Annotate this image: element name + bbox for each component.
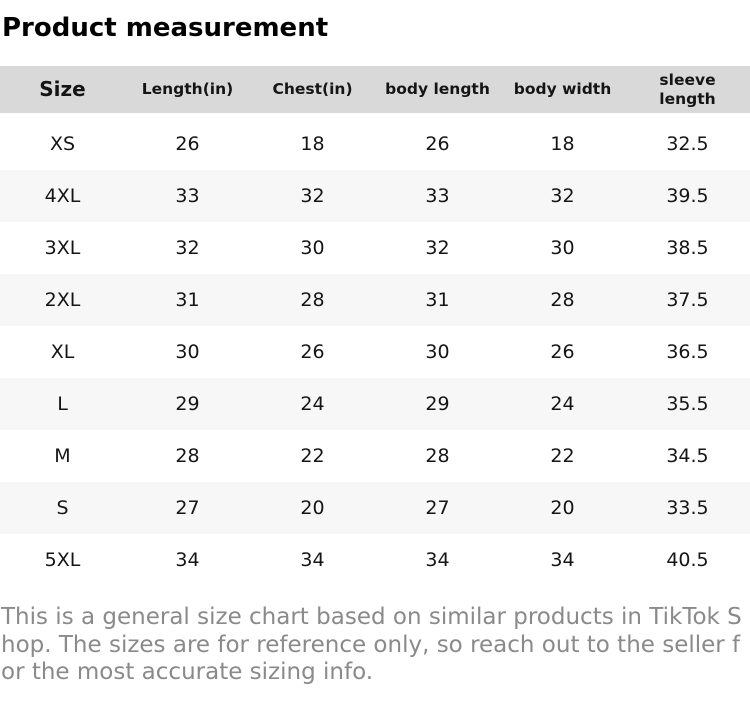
size-cell: 2XL xyxy=(44,289,81,311)
table-row: 3XL 32 30 32 30 38.5 xyxy=(0,222,750,274)
column-header-body-width: body width xyxy=(513,80,612,98)
measurement-cell: 31 xyxy=(175,289,200,311)
measurement-cell: 36.5 xyxy=(666,341,709,363)
measurement-cell: 32.5 xyxy=(666,133,709,155)
column-header-sleeve-length: sleeve length xyxy=(625,71,750,109)
measurement-cell: 24 xyxy=(300,393,325,415)
table-row: XS 26 18 26 18 32.5 xyxy=(0,118,750,170)
measurement-cell: 33 xyxy=(175,185,200,207)
measurement-cell: 32 xyxy=(425,237,450,259)
measurement-cell: 26 xyxy=(550,341,575,363)
measurement-cell: 28 xyxy=(550,289,575,311)
measurement-cell: 28 xyxy=(425,445,450,467)
measurement-cell: 38.5 xyxy=(666,237,709,259)
measurement-cell: 18 xyxy=(300,133,325,155)
measurement-cell: 34 xyxy=(300,549,325,571)
measurement-cell: 34 xyxy=(550,549,575,571)
measurement-cell: 29 xyxy=(175,393,200,415)
measurement-cell: 30 xyxy=(550,237,575,259)
measurement-cell: 35.5 xyxy=(666,393,709,415)
table-row: M 28 22 28 22 34.5 xyxy=(0,430,750,482)
measurement-cell: 33.5 xyxy=(666,497,709,519)
measurement-cell: 34 xyxy=(425,549,450,571)
measurement-cell: 32 xyxy=(300,185,325,207)
measurement-cell: 31 xyxy=(425,289,450,311)
measurement-cell: 28 xyxy=(300,289,325,311)
size-table: Size Length(in) Chest(in) body length bo… xyxy=(0,66,750,586)
measurement-cell: 20 xyxy=(300,497,325,519)
size-cell: XL xyxy=(50,341,75,363)
measurement-cell: 33 xyxy=(425,185,450,207)
measurement-cell: 27 xyxy=(175,497,200,519)
table-row: L 29 24 29 24 35.5 xyxy=(0,378,750,430)
measurement-cell: 28 xyxy=(175,445,200,467)
measurement-cell: 18 xyxy=(550,133,575,155)
measurement-cell: 26 xyxy=(300,341,325,363)
table-row: 4XL 33 32 33 32 39.5 xyxy=(0,170,750,222)
measurement-cell: 34 xyxy=(175,549,200,571)
measurement-cell: 30 xyxy=(425,341,450,363)
table-row: XL 30 26 30 26 36.5 xyxy=(0,326,750,378)
measurement-cell: 26 xyxy=(175,133,200,155)
size-chart-panel: Product measurement Size Length(in) Ches… xyxy=(0,13,750,685)
measurement-cell: 29 xyxy=(425,393,450,415)
measurement-cell: 24 xyxy=(550,393,575,415)
measurement-cell: 20 xyxy=(550,497,575,519)
measurement-cell: 39.5 xyxy=(666,185,709,207)
column-header-size: Size xyxy=(39,77,86,101)
table-header-row: Size Length(in) Chest(in) body length bo… xyxy=(0,66,750,118)
table-body: XS 26 18 26 18 32.5 4XL 33 32 33 32 39.5 3XL 32 30 32 30… xyxy=(0,118,750,586)
size-cell: L xyxy=(57,393,68,415)
size-cell: 3XL xyxy=(44,237,81,259)
measurement-cell: 40.5 xyxy=(666,549,709,571)
size-cell: 5XL xyxy=(44,549,81,571)
measurement-cell: 37.5 xyxy=(666,289,709,311)
column-header-length-in: Length(in) xyxy=(141,80,234,98)
size-cell: XS xyxy=(49,133,76,155)
measurement-cell: 32 xyxy=(550,185,575,207)
column-header-chest-in: Chest(in) xyxy=(272,80,353,98)
size-cell: M xyxy=(54,445,71,467)
size-cell: S xyxy=(56,497,69,519)
page-title: Product measurement xyxy=(2,13,329,43)
table-row: S 27 20 27 20 33.5 xyxy=(0,482,750,534)
sleeve-length-label: sleeve length xyxy=(659,70,716,108)
column-header-body-length: body length xyxy=(385,80,490,98)
measurement-cell: 30 xyxy=(300,237,325,259)
measurement-cell: 27 xyxy=(425,497,450,519)
measurement-cell: 32 xyxy=(175,237,200,259)
measurement-cell: 22 xyxy=(550,445,575,467)
measurement-cell: 34.5 xyxy=(666,445,709,467)
measurement-cell: 30 xyxy=(175,341,200,363)
measurement-cell: 22 xyxy=(300,445,325,467)
table-row: 5XL 34 34 34 34 40.5 xyxy=(0,534,750,586)
measurement-cell: 26 xyxy=(425,133,450,155)
table-row: 2XL 31 28 31 28 37.5 xyxy=(0,274,750,326)
size-note: This is a general size chart based on si… xyxy=(1,604,742,685)
size-cell: 4XL xyxy=(44,185,81,207)
